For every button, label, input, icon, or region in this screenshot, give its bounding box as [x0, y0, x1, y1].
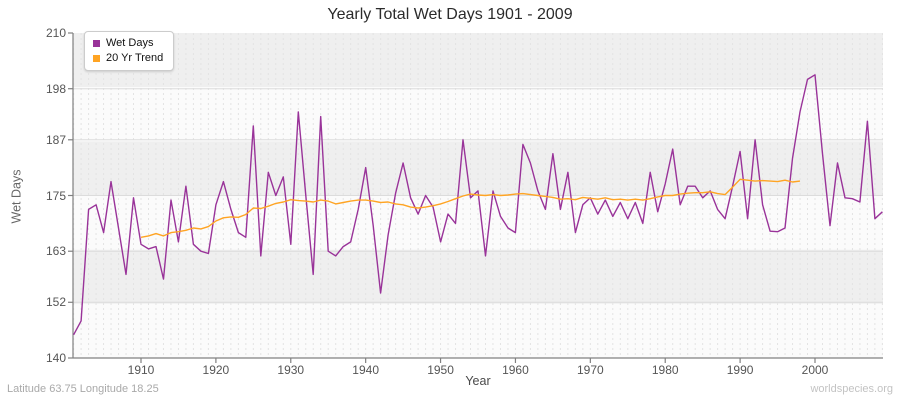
x-tick-label: 1910: [127, 363, 155, 377]
x-tick-label: 2000: [801, 363, 829, 377]
legend-label-wet-days: Wet Days: [106, 37, 154, 49]
wet-days-swatch-icon: [93, 40, 100, 47]
chart-title: Yearly Total Wet Days 1901 - 2009: [327, 6, 573, 23]
plot-band: [73, 249, 883, 304]
x-tick-label: 1930: [277, 363, 305, 377]
y-tick-label: 163: [45, 244, 66, 259]
x-tick-label: 1940: [352, 363, 379, 377]
y-tick-label: 210: [45, 26, 66, 40]
x-tick-label: 1980: [651, 363, 679, 377]
coordinates-label: Latitude 63.75 Longitude 18.25: [7, 383, 159, 395]
legend: Wet Days 20 Yr Trend: [84, 31, 175, 71]
y-axis-title: Wet Days: [9, 169, 24, 224]
series-line-trend: [140, 178, 801, 238]
y-tick-label: 187: [45, 132, 66, 147]
x-tick-label: 1990: [726, 363, 754, 377]
y-tick-label: 152: [45, 295, 66, 310]
x-tick-label: 1960: [502, 363, 529, 377]
x-axis-title: Year: [465, 374, 491, 388]
y-tick-label: 140: [45, 351, 66, 365]
x-tick-label: 1970: [576, 363, 604, 377]
legend-item-trend: 20 Yr Trend: [93, 51, 163, 66]
watermark-label: worldspecies.org: [810, 383, 893, 395]
legend-item-wet-days: Wet Days: [93, 36, 163, 51]
series-line-wet-days: [72, 74, 883, 336]
legend-label-trend: 20 Yr Trend: [106, 52, 164, 64]
trend-swatch-icon: [93, 55, 100, 62]
x-tick-label: 1950: [427, 363, 454, 377]
y-tick-label: 198: [45, 81, 66, 96]
x-tick-label: 1920: [202, 363, 230, 377]
y-tick-label: 175: [45, 188, 66, 203]
